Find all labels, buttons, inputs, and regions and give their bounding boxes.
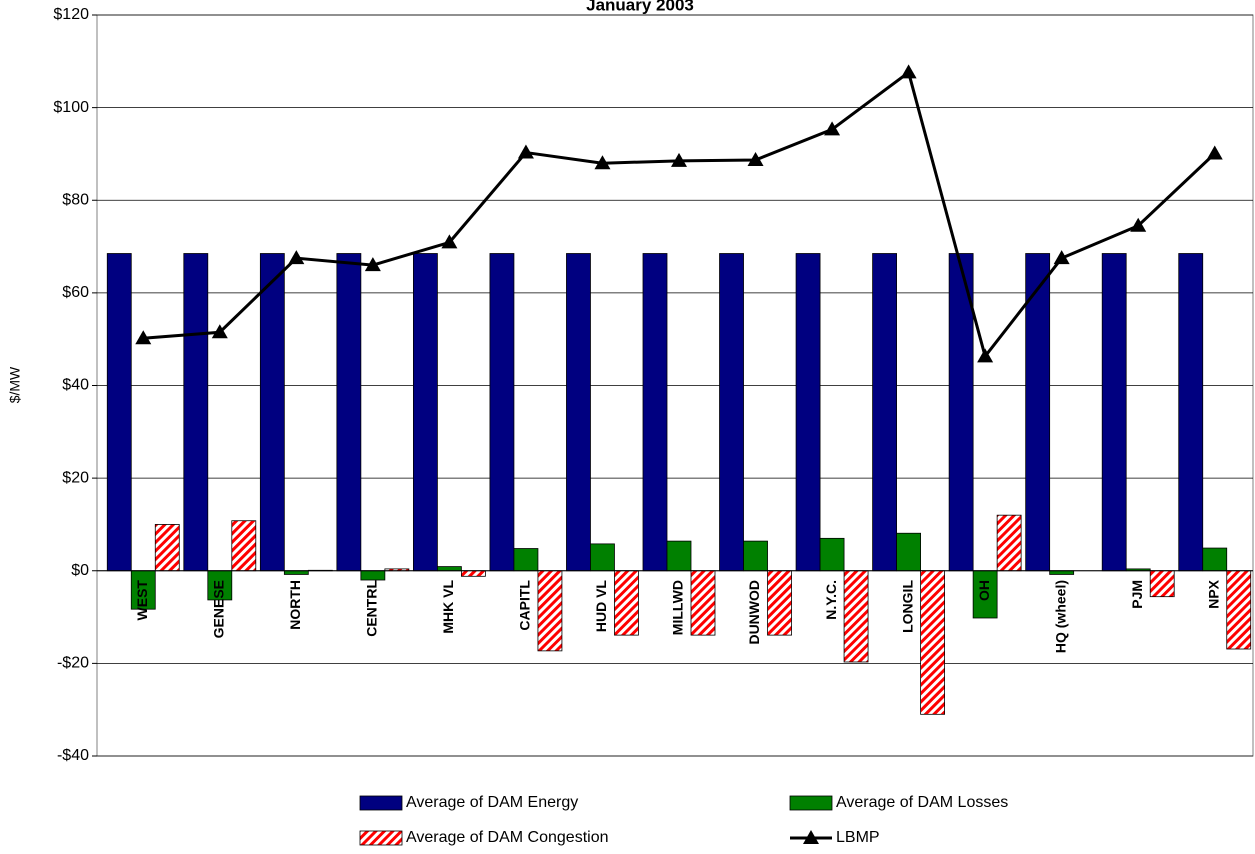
bar	[1178, 253, 1204, 572]
y-tick-label: $100	[53, 99, 89, 116]
legend-label: Average of DAM Congestion	[406, 829, 608, 846]
bar	[1049, 570, 1075, 575]
bar	[183, 253, 209, 572]
bar	[972, 570, 998, 619]
x-tick-label: LONGIL	[899, 580, 915, 633]
y-tick-label: $40	[62, 377, 89, 394]
bar	[896, 532, 921, 572]
x-tick-label: CENTRL	[364, 580, 380, 637]
bar	[1149, 570, 1175, 598]
legend-swatch	[359, 830, 403, 846]
x-tick-label: NPX	[1205, 579, 1221, 608]
bar	[259, 253, 285, 572]
bar	[920, 570, 945, 715]
marker	[900, 64, 917, 79]
marker	[671, 152, 687, 167]
bar	[1202, 547, 1228, 572]
y-tick-label: $0	[71, 562, 89, 579]
x-tick-label: MILLWD	[670, 580, 686, 635]
y-tick-label: $20	[62, 469, 89, 486]
marker	[441, 234, 458, 249]
x-tick-label: PJM	[1129, 580, 1145, 609]
bar	[614, 570, 639, 636]
legend-swatch	[789, 795, 833, 811]
x-tick-label: HUD VL	[593, 580, 609, 633]
legend-label: Average of DAM Losses	[836, 794, 1008, 811]
bar	[872, 253, 897, 572]
bar	[513, 548, 539, 572]
x-tick-label: CAPITL	[517, 580, 533, 631]
y-tick-label: $60	[62, 284, 89, 301]
bar	[1025, 253, 1051, 572]
bar	[283, 570, 309, 575]
marker	[211, 324, 228, 339]
marker	[135, 330, 152, 345]
x-tick-label: NORTH	[287, 580, 303, 630]
y-tick-label: $120	[53, 6, 89, 23]
marker	[364, 257, 381, 272]
bar	[1226, 570, 1252, 650]
legend-marker	[803, 830, 819, 844]
bar	[948, 253, 974, 572]
bar	[819, 537, 845, 572]
y-tick-label: -$20	[57, 655, 89, 672]
bar	[666, 540, 692, 572]
bar	[489, 253, 515, 572]
bar	[642, 253, 668, 572]
x-tick-label: GENESE	[211, 580, 227, 638]
y-axis-label: $/MW	[7, 366, 23, 403]
bar	[360, 570, 386, 581]
legend-swatch	[359, 795, 403, 811]
marker	[1206, 145, 1223, 160]
x-tick-label: DUNWOD	[746, 580, 762, 645]
x-tick-label: N.Y.C.	[823, 580, 839, 620]
bar	[106, 253, 132, 572]
bar	[590, 543, 615, 572]
bar	[436, 566, 462, 572]
marker	[288, 250, 305, 265]
x-tick-label: HQ (wheel)	[1052, 580, 1068, 653]
bar	[996, 514, 1022, 572]
bar	[719, 253, 744, 572]
y-tick-label: $80	[62, 191, 89, 208]
bar	[412, 253, 438, 572]
marker	[594, 155, 611, 170]
legend-label: LBMP	[836, 829, 880, 846]
marker	[517, 144, 534, 159]
legend-label: Average of DAM Energy	[406, 794, 578, 811]
bar	[207, 570, 233, 601]
marker	[1053, 250, 1070, 265]
bar	[336, 253, 362, 572]
bar	[843, 570, 869, 663]
bar	[460, 570, 486, 577]
bar	[231, 520, 257, 572]
x-tick-label: OH	[976, 580, 992, 601]
bar	[537, 570, 563, 652]
marker	[747, 151, 764, 166]
marker	[977, 348, 994, 363]
bar	[767, 570, 792, 636]
x-tick-label: MHK VL	[440, 580, 456, 634]
chart-title: January 2003	[586, 0, 694, 14]
y-tick-label: -$40	[57, 747, 89, 764]
bar	[795, 253, 821, 572]
bar	[743, 540, 768, 572]
marker	[1130, 217, 1147, 232]
bar	[690, 570, 716, 636]
bar	[1101, 253, 1127, 572]
bar	[566, 253, 591, 572]
marker	[824, 121, 841, 136]
x-tick-label: WEST	[134, 580, 150, 621]
bar	[154, 524, 180, 572]
